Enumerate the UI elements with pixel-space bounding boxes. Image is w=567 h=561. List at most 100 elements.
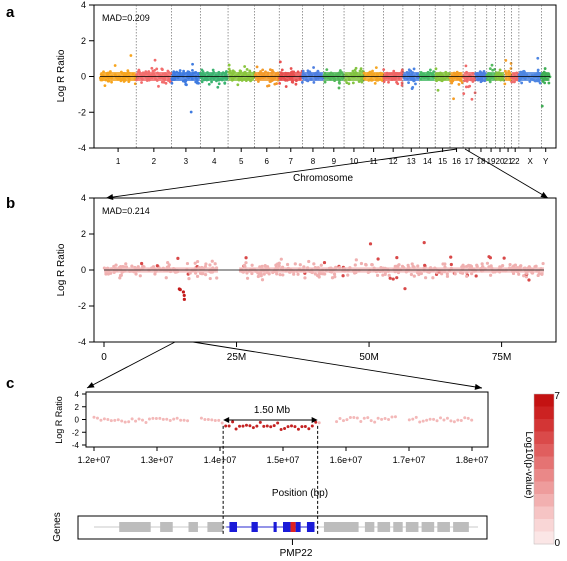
chromosome-point bbox=[479, 80, 483, 84]
chromosome-15-points bbox=[434, 67, 451, 92]
panel-c-point bbox=[348, 415, 352, 419]
gene-block-gray bbox=[188, 522, 198, 532]
panel-c-point bbox=[293, 425, 297, 429]
panel-c: Log R Ratio Position (bp) 1.50 Mb -4 -2 0 2… bbox=[54, 390, 489, 499]
panel-b-point bbox=[104, 272, 108, 276]
chromosome-point bbox=[266, 84, 269, 88]
panel-b-point bbox=[370, 263, 374, 267]
chromosome-point bbox=[157, 84, 160, 88]
gene-block-gray bbox=[119, 522, 151, 532]
panel-c-point bbox=[165, 417, 169, 421]
panel-b-point bbox=[419, 271, 423, 276]
chromosome-point bbox=[358, 69, 362, 73]
chromosome-Y-points bbox=[540, 67, 552, 108]
chromosome-19-points bbox=[485, 63, 497, 84]
chromosome-label-X: X bbox=[527, 157, 533, 166]
panel-c-point bbox=[182, 418, 186, 422]
chromosome-point bbox=[470, 97, 474, 101]
panel-c-point bbox=[168, 418, 172, 422]
panel-c-point bbox=[373, 420, 377, 424]
chromosome-point bbox=[155, 67, 159, 71]
deletion-size-label: 1.50 Mb bbox=[254, 405, 291, 416]
panel-b-point bbox=[474, 274, 478, 278]
pvalue-legend: Log10(p-value) -7 0 bbox=[523, 391, 560, 549]
panel-c-point bbox=[120, 419, 124, 423]
chromosome-point bbox=[491, 68, 495, 72]
chromosome-point bbox=[510, 80, 514, 84]
panel-c-point bbox=[300, 425, 304, 429]
gene-block-gray bbox=[437, 522, 450, 532]
panel-c-point bbox=[213, 419, 217, 423]
panel-c-point bbox=[432, 417, 436, 421]
chromosome-point bbox=[337, 86, 341, 90]
panel-c-point bbox=[445, 416, 449, 420]
panel-b-point bbox=[307, 259, 311, 264]
panel-b-point bbox=[277, 261, 281, 265]
panel-c-point bbox=[421, 419, 425, 423]
panel-c-xtick-label-6: 1.8e+07 bbox=[456, 455, 489, 465]
chromosome-20-points bbox=[494, 68, 506, 82]
panel-c-point bbox=[307, 427, 311, 431]
panel-b-point bbox=[140, 261, 144, 266]
panel-c-point bbox=[290, 424, 294, 428]
panel-c-point bbox=[231, 420, 235, 424]
chromosome-point bbox=[464, 64, 468, 68]
panel-b-point bbox=[423, 276, 428, 280]
panel-c-point bbox=[279, 427, 283, 431]
panel-c-point bbox=[144, 420, 148, 424]
chromosome-point bbox=[520, 81, 524, 85]
panel-a-mad: MAD=0.209 bbox=[102, 13, 150, 23]
gene-block-gray bbox=[323, 522, 359, 532]
panel-b-point bbox=[166, 260, 170, 265]
panel-b-point bbox=[387, 273, 391, 277]
panel-b-point bbox=[167, 263, 171, 267]
chromosome-point bbox=[273, 82, 277, 86]
chromosome-12-points bbox=[382, 68, 405, 87]
panel-b-point bbox=[395, 276, 399, 280]
panel-c-point bbox=[317, 421, 321, 425]
panel-b-point bbox=[245, 276, 250, 280]
chromosome-point bbox=[261, 68, 265, 72]
panel-b-point bbox=[208, 276, 212, 281]
panel-b-point bbox=[353, 263, 357, 267]
legend-swatch bbox=[534, 431, 554, 445]
panel-b-point bbox=[445, 272, 449, 276]
chromosome-point bbox=[280, 68, 284, 72]
panel-c-point bbox=[314, 420, 318, 424]
chromosome-point bbox=[110, 80, 113, 84]
panel-c-point bbox=[99, 418, 103, 422]
panel-b-point bbox=[244, 261, 248, 265]
chromosome-label-5: 5 bbox=[239, 157, 244, 166]
panel-b-point bbox=[250, 271, 254, 276]
panel-c-point bbox=[387, 417, 391, 421]
panel-b-ytick-label-2: 0 bbox=[81, 265, 86, 275]
gene-block-gray bbox=[160, 522, 173, 532]
panel-c-point bbox=[258, 420, 262, 424]
legend-top-label: -7 bbox=[551, 391, 560, 402]
panel-b-point bbox=[409, 272, 414, 277]
chromosome-point bbox=[178, 69, 182, 72]
panel-c-point bbox=[179, 418, 183, 422]
chromosome-label-16: 16 bbox=[452, 157, 461, 166]
chromosome-point bbox=[289, 67, 293, 70]
panel-c-point bbox=[335, 420, 339, 424]
panel-c-point bbox=[359, 419, 363, 423]
chromosome-point bbox=[301, 69, 305, 73]
chromosome-10-points bbox=[344, 66, 366, 86]
chromosome-point bbox=[312, 80, 316, 84]
panel-c-point bbox=[175, 416, 179, 420]
panel-c-xtick-label-2: 1.4e+07 bbox=[204, 455, 237, 465]
chromosome-label-11: 11 bbox=[369, 157, 378, 166]
panel-c-point bbox=[466, 416, 470, 420]
panel-b-point bbox=[375, 273, 380, 277]
panel-c-point bbox=[352, 416, 356, 420]
panel-c-xtick-label-1: 1.3e+07 bbox=[141, 455, 174, 465]
panel-b-point bbox=[395, 256, 399, 260]
panel-b-point bbox=[242, 263, 247, 267]
gene-name-label: PMP22 bbox=[280, 548, 313, 559]
chromosome-point bbox=[211, 68, 215, 72]
panel-b-point bbox=[204, 262, 208, 266]
panel-b-ytick-label-3: 2 bbox=[81, 229, 86, 239]
panel-a-ytick-label-4: 4 bbox=[81, 0, 86, 10]
panel-b-point bbox=[275, 272, 279, 276]
